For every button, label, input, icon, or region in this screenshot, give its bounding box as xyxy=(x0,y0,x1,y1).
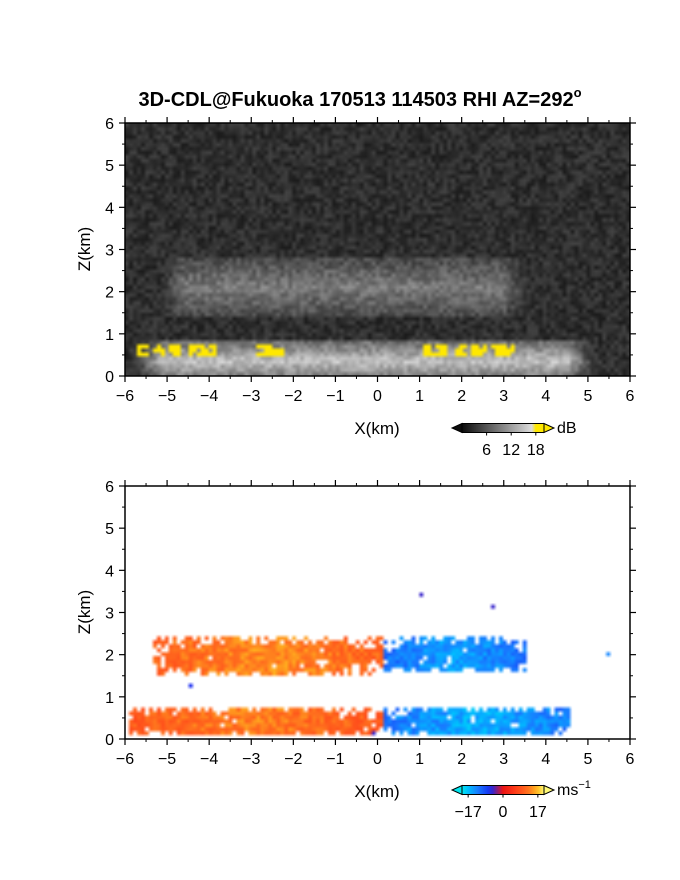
x-tick-label: 3 xyxy=(499,751,508,768)
y-tick-label: 0 xyxy=(105,732,114,749)
x-tick-label: 5 xyxy=(583,751,592,768)
x-tick-label: −6 xyxy=(116,751,134,768)
colorbar-tick-label: 12 xyxy=(502,442,520,459)
x-tick-label: −3 xyxy=(242,388,260,405)
x-tick-label: 5 xyxy=(583,388,592,405)
colorbar-body xyxy=(461,785,545,795)
reflectivity-field xyxy=(125,123,630,376)
x-tick-label: −5 xyxy=(158,751,176,768)
colorbar-low-arrow xyxy=(450,784,463,796)
colorbar-tick-label: 0 xyxy=(499,804,508,821)
y-tick-label: 0 xyxy=(105,369,114,386)
colorbar-tick-label: −17 xyxy=(455,804,482,821)
reflectivity-colorbar: 6 12 18 dB xyxy=(450,420,577,459)
y-tick-label: 1 xyxy=(105,327,114,344)
axis-ticks: −6 −5 −4 −3 −2 −1 0 1 2 3 4 5 6 0 1 2 3 4 5 6 xyxy=(105,116,636,405)
x-tick-label: −3 xyxy=(242,751,260,768)
x-tick-label: −2 xyxy=(284,388,302,405)
colorbar-unit: dB xyxy=(557,420,577,437)
y-tick-label: 4 xyxy=(105,563,114,580)
x-tick-label: 0 xyxy=(373,388,382,405)
colorbar-unit: ms−1 xyxy=(557,779,591,799)
x-axis-label: X(km) xyxy=(354,782,399,801)
x-tick-label: 1 xyxy=(415,751,424,768)
y-tick-label: 3 xyxy=(105,243,114,260)
y-tick-label: 2 xyxy=(105,648,114,665)
y-tick-label: 5 xyxy=(105,158,114,175)
axis-ticks: −6 −5 −4 −3 −2 −1 0 1 2 3 4 5 6 0 1 2 3 4 5 6 xyxy=(105,479,636,768)
x-tick-label: −1 xyxy=(326,388,344,405)
x-tick-label: 6 xyxy=(626,388,635,405)
colorbar-tick-label: 18 xyxy=(527,442,545,459)
figure-title: 3D-CDL@Fukuoka 170513 114503 RHI AZ=292o xyxy=(138,85,581,111)
x-tick-label: 6 xyxy=(626,751,635,768)
y-tick-label: 4 xyxy=(105,200,114,217)
colorbar-high-arrow xyxy=(543,422,556,434)
colorbar-tick-label: 6 xyxy=(482,442,491,459)
x-tick-label: 1 xyxy=(415,388,424,405)
y-tick-label: 6 xyxy=(105,116,114,133)
y-tick-label: 2 xyxy=(105,285,114,302)
velocity-colorbar: −17 0 17 ms−1 xyxy=(450,779,591,821)
y-axis-label: Z(km) xyxy=(75,590,94,634)
y-tick-label: 6 xyxy=(105,479,114,496)
x-tick-label: 4 xyxy=(541,388,550,405)
colorbar-low-arrow xyxy=(450,422,463,434)
x-tick-label: 3 xyxy=(499,388,508,405)
colorbar-body xyxy=(461,423,545,433)
y-tick-label: 3 xyxy=(105,606,114,623)
x-tick-label: 2 xyxy=(457,751,466,768)
y-tick-label: 1 xyxy=(105,690,114,707)
x-tick-label: 2 xyxy=(457,388,466,405)
x-tick-label: −6 xyxy=(116,388,134,405)
y-axis-label: Z(km) xyxy=(75,227,94,271)
x-tick-label: −5 xyxy=(158,388,176,405)
x-tick-label: −1 xyxy=(326,751,344,768)
x-tick-label: 4 xyxy=(541,751,550,768)
velocity-panel: −6 −5 −4 −3 −2 −1 0 1 2 3 4 5 6 0 1 2 3 4 5 6 X(km) Z(km) −… xyxy=(75,479,636,821)
x-tick-label: −4 xyxy=(200,751,218,768)
velocity-field xyxy=(125,486,630,739)
colorbar-tick-label: 17 xyxy=(529,804,547,821)
y-tick-label: 5 xyxy=(105,521,114,538)
colorbar-high-arrow xyxy=(543,784,556,796)
x-axis-label: X(km) xyxy=(354,419,399,438)
x-tick-label: −4 xyxy=(200,388,218,405)
x-tick-label: 0 xyxy=(373,751,382,768)
x-tick-label: −2 xyxy=(284,751,302,768)
